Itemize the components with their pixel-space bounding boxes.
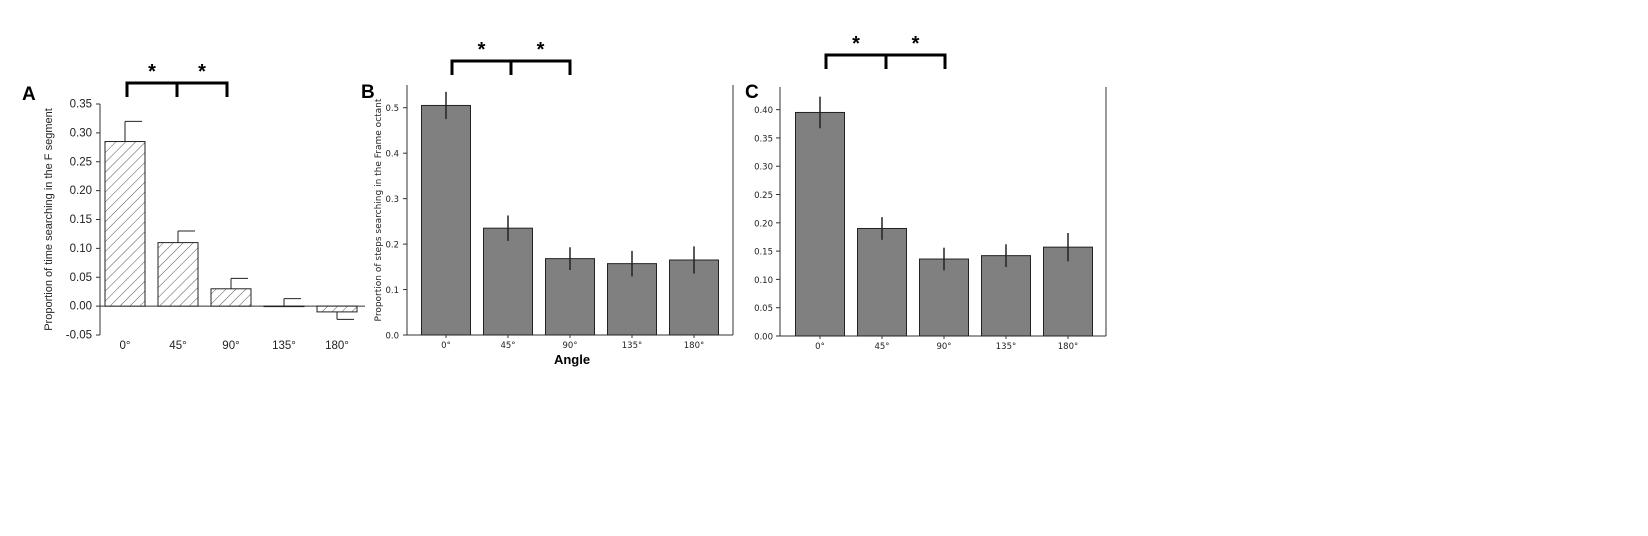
y-tick-label: 0.35 (754, 134, 773, 144)
significance-bracket (450, 59, 572, 75)
x-axis-label: Angle (554, 352, 590, 367)
panel-c-chart: C 0.40 0.35 0.30 0.25 0.20 0.15 0.10 0.05 0.00 0° 4… (745, 33, 1107, 352)
bar (545, 258, 595, 336)
y-tick-label: 0.2 (385, 241, 399, 251)
significance-star: * (148, 61, 156, 83)
x-tick-label: 135° (272, 340, 296, 352)
y-tick-label: 0.05 (754, 304, 773, 314)
y-tick-label: 0.40 (754, 106, 773, 116)
y-tick-label: 0.20 (70, 185, 92, 197)
y-tick-label: 0.30 (70, 127, 92, 139)
y-tick-label: 0.05 (70, 272, 92, 284)
bar (981, 255, 1031, 337)
x-tick-label: 90° (936, 342, 951, 352)
significance-bracket (125, 81, 229, 97)
significance-star: * (852, 33, 860, 55)
bar (857, 227, 907, 337)
significance-star: * (912, 33, 920, 55)
panel-letter: C (745, 82, 759, 103)
x-tick-label: 90° (562, 341, 577, 351)
bar (795, 111, 845, 337)
y-tick-label: 0.25 (754, 191, 773, 201)
y-tick-label: 0.00 (70, 301, 92, 313)
x-tick-label: 90° (222, 340, 239, 352)
bar (483, 227, 533, 336)
y-axis-label: Proportion of time searching in the F se… (43, 108, 55, 331)
y-tick-label: 0.15 (70, 214, 92, 226)
bar (316, 305, 358, 313)
panel-letter: B (361, 82, 375, 103)
panel-letter: A (22, 84, 36, 105)
y-tick-label: 0.35 (70, 99, 92, 111)
x-tick-label: 0° (441, 341, 451, 351)
y-tick-label: 0.10 (754, 276, 773, 286)
y-tick-label: 0.5 (385, 104, 399, 114)
y-tick-label: 0.20 (754, 219, 773, 229)
panel-b-chart: B 0.5 0.4 0.3 0.2 0.1 0.0 0° 45° 90° 135° 180° Propo… (361, 39, 734, 367)
significance-star: * (198, 61, 206, 83)
bar (104, 141, 146, 307)
y-tick-label: 0.4 (385, 150, 399, 160)
y-tick-label: 0.10 (70, 243, 92, 255)
y-tick-label: 0.25 (70, 156, 92, 168)
significance-bracket (824, 53, 947, 69)
x-tick-label: 180° (325, 340, 349, 352)
y-tick-label: 0.1 (385, 286, 399, 296)
x-tick-label: 0° (120, 340, 131, 352)
significance-star: * (478, 39, 486, 61)
x-tick-label: 45° (500, 341, 515, 351)
y-tick-label: -0.05 (66, 330, 92, 342)
x-tick-label: 135° (996, 342, 1016, 352)
y-axis-label: Proportion of steps searching in the Fra… (374, 98, 384, 321)
x-tick-label: 45° (169, 340, 186, 352)
x-tick-label: 0° (815, 342, 825, 352)
y-tick-label: 0.15 (754, 248, 773, 258)
bar (421, 104, 471, 336)
bar (263, 305, 305, 308)
x-tick-label: 180° (684, 341, 704, 351)
bar (210, 288, 252, 307)
significance-star: * (537, 39, 545, 61)
y-tick-label: 0.3 (385, 195, 399, 205)
x-tick-label: 45° (874, 342, 889, 352)
y-tick-label: 0.0 (385, 332, 399, 342)
y-tick-label: 0.00 (754, 333, 773, 343)
panel-a-chart: A 0.35 0.30 0.25 0.20 0.15 0.10 0.05 0.00 -0.05 0°… (22, 61, 365, 352)
x-tick-label: 180° (1058, 342, 1078, 352)
bar (919, 258, 969, 337)
bar (157, 242, 199, 307)
x-tick-label: 135° (622, 341, 642, 351)
y-tick-label: 0.30 (754, 163, 773, 173)
